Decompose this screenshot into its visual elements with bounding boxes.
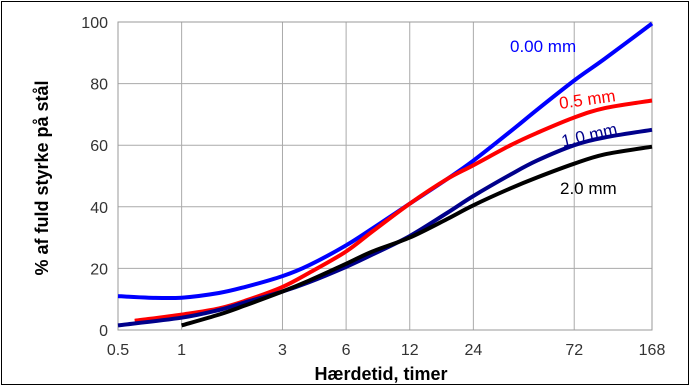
x-tick-label: 12 — [401, 342, 419, 359]
y-tick-label: 20 — [90, 261, 108, 278]
series-label-3: 2.0 mm — [560, 179, 617, 198]
x-tick-label: 72 — [565, 342, 583, 359]
x-tick-label: 0.5 — [107, 342, 129, 359]
y-tick-label: 60 — [90, 138, 108, 155]
y-tick-label: 0 — [99, 323, 108, 340]
y-tick-label: 100 — [81, 15, 108, 32]
x-tick-label: 3 — [278, 342, 287, 359]
grid — [117, 21, 653, 331]
x-axis-title: Hærdetid, timer — [314, 364, 447, 384]
y-axis-title: % af fuld styrke på stål — [32, 80, 52, 275]
series-line-3 — [181, 144, 653, 328]
series-label-0: 0.00 mm — [510, 37, 576, 56]
y-tick-label: 80 — [90, 77, 108, 94]
x-tick-label: 6 — [342, 342, 351, 359]
x-tick-label: 168 — [639, 342, 666, 359]
series-line-0 — [117, 21, 654, 301]
plot-area — [117, 21, 653, 331]
tick-labels: 0.5 1 3 6 12 24 72 168 0 20 40 60 80 100 — [81, 15, 665, 359]
y-tick-label: 40 — [90, 200, 108, 217]
series-label-2: 1.0 mm — [560, 120, 620, 151]
series-layer — [117, 21, 654, 328]
x-tick-label: 1 — [177, 342, 186, 359]
x-tick-label: 24 — [464, 342, 482, 359]
